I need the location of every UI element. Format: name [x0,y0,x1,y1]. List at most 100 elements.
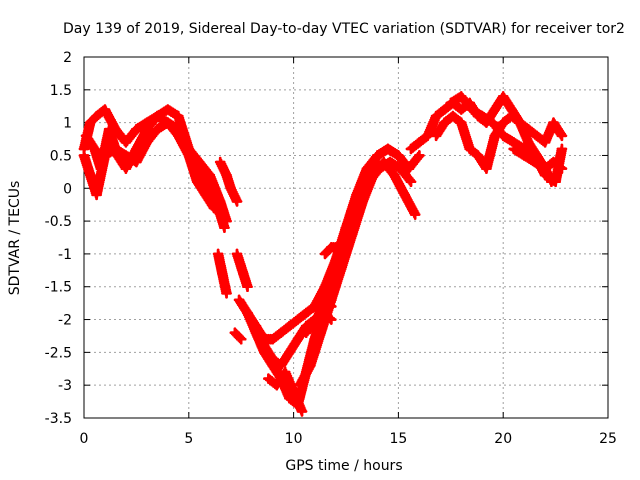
data-point [91,189,102,201]
data-point [464,143,475,155]
data-point [481,163,492,174]
data-point [548,117,559,128]
data-point [296,406,308,417]
data-point [539,163,551,174]
data-point [258,340,270,352]
data-point [300,327,312,338]
data-point [284,320,295,332]
data-point [235,333,247,345]
series-track-o [319,242,343,260]
data-point [294,379,306,391]
data-point [430,130,442,142]
data-point [309,301,320,312]
data-point [208,202,220,214]
data-point [497,130,509,142]
series-track-g [229,327,247,345]
data-point [173,110,184,122]
data-point [556,130,568,142]
series-track-b [78,117,232,227]
data-point [439,117,450,128]
data-point [497,117,509,128]
data-point [221,287,232,299]
data-point [242,307,253,319]
data-point [275,360,287,371]
data-point [518,150,530,161]
series-track-f [231,248,253,293]
data-point [162,104,174,115]
data-point [292,333,304,345]
data-point [183,150,195,161]
data-point [405,176,417,188]
series-track-e [212,248,232,299]
x-tick-label: 10 [285,431,303,447]
x-tick-label: 20 [494,431,512,447]
series-track-k [263,366,308,417]
data-point [311,314,322,325]
y-tick-label: 0.5 [50,148,72,164]
data-point [221,169,232,181]
data-point [455,91,467,102]
data-point [193,156,205,168]
data-point [80,130,92,142]
data-point [393,150,404,161]
data-point [514,117,526,128]
data-point [455,117,467,128]
data-point [340,222,352,233]
data-point [292,314,304,325]
data-point [361,169,373,181]
data-point [497,91,509,102]
data-point [112,150,123,161]
data-point [191,176,203,188]
data-point [152,123,163,135]
data-point [382,143,394,155]
data-point [439,104,450,115]
data-point [409,209,421,220]
data-point [84,117,96,128]
data-point [487,117,499,128]
data-point [288,386,299,398]
data-point [162,117,174,128]
data-point [200,189,211,201]
data-point [250,320,262,332]
chart-title: Day 139 of 2019, Sidereal Day-to-day VTE… [63,21,625,37]
data-point [217,268,228,279]
data-point [405,143,417,155]
y-tick-label: -1.5 [45,280,72,296]
x-tick-label: 0 [80,431,89,447]
data-point [395,163,406,174]
data-point [229,327,241,338]
data-point [237,268,249,279]
data-point [267,353,278,365]
data-point [430,110,442,122]
data-point [372,150,383,161]
data-point [231,196,243,207]
y-tick-label: -1 [58,247,72,263]
data-point [384,156,396,168]
data-point [89,143,100,155]
data-point [221,215,232,227]
data-point [217,209,228,220]
data-point [319,281,331,293]
data-point [330,255,341,266]
data-point [556,143,568,155]
y-tick-label: -0.5 [45,214,72,230]
data-point [531,130,543,142]
data-point [319,248,331,260]
data-point [523,137,534,148]
data-point [414,137,425,148]
data-point [263,373,274,384]
data-point [91,110,102,122]
data-point [212,248,224,260]
data-point [445,97,457,109]
y-tick-label: -3 [58,378,72,394]
data-point [120,137,132,148]
data-point [300,307,312,319]
data-point [279,366,291,378]
series-markers [229,327,247,345]
x-tick-label: 15 [389,431,407,447]
data-point [131,143,142,155]
y-tick-label: 1.5 [50,83,72,99]
data-point [214,156,226,168]
data-point [275,327,287,338]
data-point [204,169,216,181]
